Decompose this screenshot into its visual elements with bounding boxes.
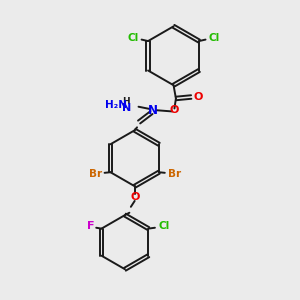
Text: N: N xyxy=(148,104,158,117)
Text: Br: Br xyxy=(88,169,102,179)
Text: O: O xyxy=(193,92,202,102)
Text: H₂N: H₂N xyxy=(105,100,127,110)
Text: F: F xyxy=(87,221,94,231)
Text: H: H xyxy=(122,97,130,106)
Text: O: O xyxy=(130,191,140,202)
Text: Cl: Cl xyxy=(127,32,138,43)
Text: Cl: Cl xyxy=(158,221,169,231)
Text: O: O xyxy=(170,105,179,115)
Text: N: N xyxy=(122,103,131,113)
Text: Br: Br xyxy=(168,169,181,179)
Text: Cl: Cl xyxy=(209,32,220,43)
